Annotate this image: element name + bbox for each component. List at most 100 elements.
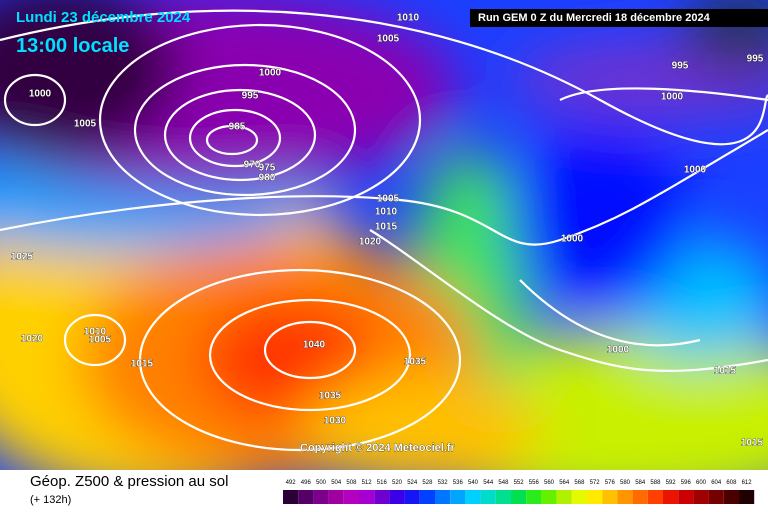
isobar-label: 1035 (319, 391, 342, 402)
colorbar-label: 580 (620, 480, 631, 486)
colorbar-swatch (571, 490, 587, 504)
colorbar-label: 508 (346, 480, 357, 486)
isobar-label: 1000 (607, 345, 630, 356)
colorbar-swatch (343, 490, 359, 504)
isobar-label: 1015 (375, 222, 398, 233)
colorbar-label: 612 (742, 480, 753, 486)
colorbar-label: 600 (696, 480, 707, 486)
colorbar-swatch (404, 490, 420, 504)
colorbar-swatch (495, 490, 511, 504)
forecast-date: Lundi 23 décembre 2024 (16, 9, 191, 26)
isobar-label: 1030 (324, 416, 347, 427)
isobar-label: 1040 (303, 340, 326, 351)
colorbar-swatch (435, 490, 451, 504)
colorbar-swatch (526, 490, 542, 504)
colorbar-label: 536 (453, 480, 464, 486)
isobar-label: 1015 (131, 359, 154, 370)
colorbar-swatch (374, 490, 390, 504)
footer-title: Géop. Z500 & pression au sol (30, 473, 228, 490)
isobar-label: 985 (229, 122, 246, 133)
isobar-label: 1035 (404, 357, 427, 368)
colorbar-label: 496 (301, 480, 312, 486)
colorbar-swatch (663, 490, 679, 504)
colorbar-swatch (359, 490, 375, 504)
colorbar-label: 568 (574, 480, 585, 486)
colorbar-label: 604 (711, 480, 722, 486)
isobar-label: 1005 (89, 335, 112, 346)
lead-time: (+ 132h) (30, 494, 71, 506)
isobar-labels: 1010100510009959859759709801000100510251… (11, 12, 765, 449)
colorbar-label: 592 (666, 480, 677, 486)
colorbar-label: 528 (422, 480, 433, 486)
colorbar-swatch (298, 490, 314, 504)
colorbar-swatch (723, 490, 739, 504)
colorbar-label: 564 (559, 480, 570, 486)
colorbar-label: 596 (681, 480, 692, 486)
isobar-label: 1005 (74, 119, 97, 130)
colorbar-swatch (389, 490, 405, 504)
colorbar-label: 576 (605, 480, 616, 486)
colorbar-swatch (465, 490, 481, 504)
colorbar-swatch (480, 490, 496, 504)
colorbar-label: 512 (362, 480, 373, 486)
colorbar-label: 500 (316, 480, 327, 486)
isobar-label: 975 (259, 163, 276, 174)
colorbar-swatch (602, 490, 618, 504)
colorbar-label: 504 (331, 480, 342, 486)
colorbar-label: 560 (544, 480, 555, 486)
colorbar-swatch (556, 490, 572, 504)
colorbar-label: 572 (590, 480, 601, 486)
isobar-label: 1000 (684, 165, 707, 176)
colorbar-label: 584 (635, 480, 646, 486)
isobar-label: 1020 (21, 334, 44, 345)
colorbar-label: 524 (407, 480, 418, 486)
isobar-label: 995 (242, 91, 259, 102)
colorbar-swatch (617, 490, 633, 504)
isobar-label: 1000 (661, 92, 684, 103)
run-info: Run GEM 0 Z du Mercredi 18 décembre 2024 (478, 12, 711, 24)
colorbar-swatch (678, 490, 694, 504)
colorbar-swatch (283, 490, 299, 504)
colorbar-swatch (647, 490, 663, 504)
isobars (0, 9, 768, 452)
isobar-label: 995 (672, 61, 689, 72)
colorbar-swatch (328, 490, 344, 504)
colorbar-swatch (450, 490, 466, 504)
isobar-label: 1000 (561, 234, 584, 245)
isobar-label: 995 (747, 54, 764, 65)
colorbar-swatch (541, 490, 557, 504)
isobar-label: 1010 (397, 13, 420, 24)
isobar-label: 1010 (84, 327, 107, 338)
colorbar-label: 540 (468, 480, 479, 486)
colorbar-swatch (693, 490, 709, 504)
isobar-label: 1020 (359, 237, 382, 248)
isobar-label: 1005 (377, 194, 400, 205)
colorbar-label: 548 (498, 480, 509, 486)
forecast-time: 13:00 locale (16, 35, 129, 57)
colorbar-label: 608 (726, 480, 737, 486)
colorbar-swatch (511, 490, 527, 504)
colorbar-label: 492 (286, 480, 297, 486)
isobar-label: 1015 (714, 366, 737, 377)
colorbar-swatch (739, 490, 755, 504)
isobar-label: 1000 (259, 68, 282, 79)
isobar-label: 1000 (29, 89, 52, 100)
colorbar-label: 552 (514, 480, 525, 486)
colorbar: 492 496 500 504 508 512 516 520 524 528 532 536 540 5… (283, 480, 755, 504)
colorbar-label: 532 (438, 480, 449, 486)
isobar-label: 1025 (11, 252, 34, 263)
colorbar-label: 520 (392, 480, 403, 486)
colorbar-label: 556 (529, 480, 540, 486)
isobar-label: 1005 (377, 34, 400, 45)
colorbar-label: 588 (650, 480, 661, 486)
colorbar-swatch (419, 490, 435, 504)
colorbar-swatch (708, 490, 724, 504)
isobar-label: 1010 (375, 207, 398, 218)
colorbar-swatch (313, 490, 329, 504)
isobar-label: 1015 (741, 438, 764, 449)
run-box (470, 9, 768, 27)
isobar-label: 980 (259, 173, 276, 184)
isobar-label: 970 (244, 160, 261, 171)
